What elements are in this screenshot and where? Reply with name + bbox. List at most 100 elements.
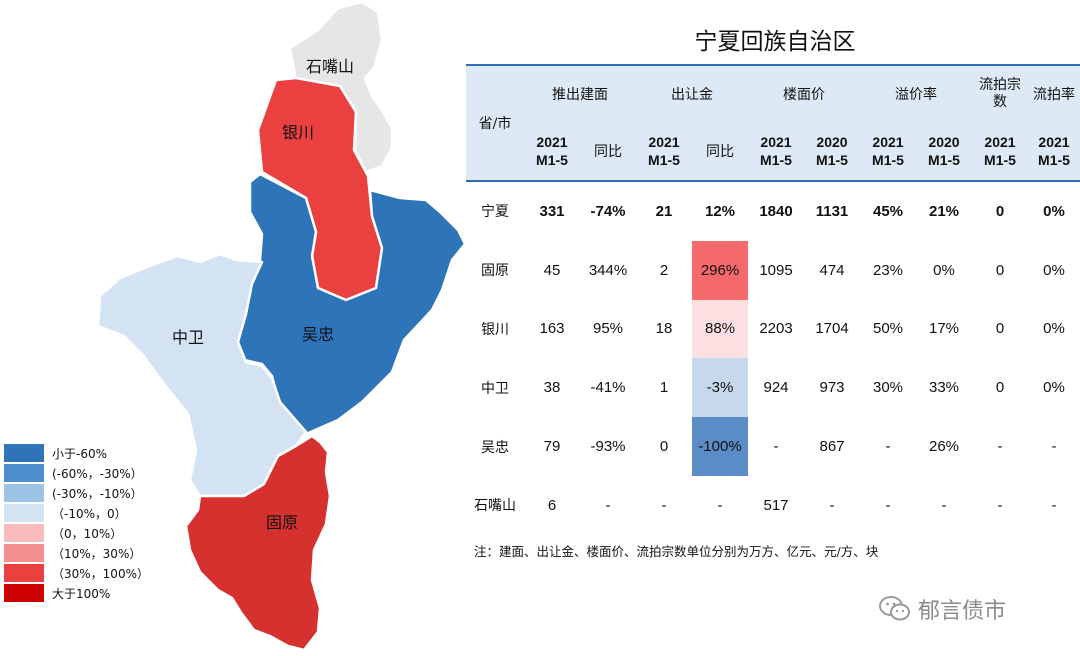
table-cell: 0% bbox=[1043, 379, 1065, 397]
legend-item: （10%，30%） bbox=[4, 543, 149, 563]
legend-swatch bbox=[4, 564, 44, 582]
table-row: 吴忠 79 -93% 0 -100% - 867 - 26% - - bbox=[466, 417, 1080, 476]
table-cell: -93% bbox=[590, 438, 626, 456]
table-cell: 21 bbox=[655, 202, 673, 220]
map-legend: 小于-60% (-60%，-30%） (-30%，-10%） （-10%，0） … bbox=[4, 443, 149, 603]
table-row: 宁夏 331 -74% 21 12% 1840 1131 45% 21% 0 0% bbox=[466, 181, 1080, 241]
table-cell: -74% bbox=[590, 202, 626, 220]
table-cell: 924 bbox=[763, 379, 789, 397]
legend-label: （-10%，0） bbox=[52, 506, 127, 521]
legend-swatch bbox=[4, 544, 44, 562]
legend-label: （0，10%） bbox=[52, 526, 123, 541]
legend-item: （30%，100%） bbox=[4, 563, 149, 583]
legend-item: (-30%，-10%） bbox=[4, 483, 149, 503]
sub-header: 2021 M1-5 bbox=[972, 122, 1028, 181]
watermark: 郁言债市 bbox=[878, 593, 1006, 625]
table-cell: 1131 bbox=[815, 202, 849, 220]
sub-header: 2020 M1-5 bbox=[804, 122, 860, 181]
data-table: 省/市 推出建面 出让金 楼面价 溢价率 流拍宗数 流拍率 2021 M1-5 同… bbox=[466, 64, 1080, 535]
table-cell: 1095 bbox=[759, 261, 793, 279]
legend-label: （30%，100%） bbox=[52, 566, 149, 581]
table-title: 宁夏回族自治区 bbox=[694, 29, 856, 55]
map-label-guyuan: 固原 bbox=[266, 513, 298, 532]
table-cell: 21% bbox=[928, 202, 960, 220]
group-header: 出让金 bbox=[636, 65, 748, 122]
table-cell: 2203 bbox=[759, 320, 793, 338]
table-cell: 163 bbox=[539, 320, 565, 338]
row-region-name: 宁夏 bbox=[481, 204, 509, 221]
legend-label: (-60%，-30%） bbox=[52, 466, 143, 481]
table-row: 石嘴山 6 - - - 517 - - - - - bbox=[466, 476, 1080, 535]
table-cell: 517 bbox=[763, 496, 789, 514]
table-cell: 38 bbox=[543, 379, 561, 397]
table-cell: 0% bbox=[933, 261, 955, 279]
table-cell: 1840 bbox=[759, 202, 793, 220]
legend-swatch bbox=[4, 484, 44, 502]
sub-header: 2021 M1-5 bbox=[524, 122, 580, 181]
table-cell: 45 bbox=[543, 261, 561, 279]
map-label-yinchuan: 银川 bbox=[282, 123, 314, 142]
sub-header: 2021 M1-5 bbox=[860, 122, 916, 181]
table-cell: 0 bbox=[995, 261, 1005, 279]
ningxia-map: 石嘴山 银川 吴忠 中卫 固原 bbox=[96, 0, 467, 652]
table-cell: - bbox=[997, 496, 1003, 514]
legend-item: 小于-60% bbox=[4, 443, 149, 463]
legend-swatch bbox=[4, 524, 44, 542]
table-cell: 867 bbox=[819, 438, 845, 456]
legend-swatch bbox=[4, 584, 44, 602]
table-cell: 17% bbox=[928, 320, 960, 338]
legend-label: （10%，30%） bbox=[52, 546, 142, 561]
table-cell: 0 bbox=[995, 320, 1005, 338]
table-header: 省/市 推出建面 出让金 楼面价 溢价率 流拍宗数 流拍率 2021 M1-5 同… bbox=[466, 65, 1080, 181]
table-cell: 0% bbox=[1043, 202, 1065, 220]
table-cell: 973 bbox=[819, 379, 845, 397]
table-cell: 0 bbox=[995, 202, 1005, 220]
table-cell: 12% bbox=[704, 202, 736, 220]
table-cell: 45% bbox=[872, 202, 904, 220]
table-cell: -100% bbox=[692, 417, 748, 476]
map-region-guyuan bbox=[184, 434, 332, 652]
table-cell: - bbox=[605, 496, 611, 514]
row-region-name: 银川 bbox=[481, 321, 509, 338]
header-group-row: 省/市 推出建面 出让金 楼面价 溢价率 流拍宗数 流拍率 bbox=[466, 65, 1080, 181]
wechat-icon bbox=[879, 596, 910, 621]
map-region-zhongwei bbox=[96, 252, 308, 498]
table-cell: 79 bbox=[543, 438, 561, 456]
table-cell: - bbox=[885, 496, 891, 514]
table-cell: - bbox=[885, 438, 891, 456]
region-column-header: 省/市 bbox=[466, 65, 524, 181]
table-cell: 30% bbox=[872, 379, 904, 397]
table-cell: 18 bbox=[655, 320, 673, 338]
sub-header: 同比 bbox=[692, 122, 748, 181]
table-cell: - bbox=[717, 496, 723, 514]
legend-item: （-10%，0） bbox=[4, 503, 149, 523]
table-cell: 0 bbox=[659, 438, 669, 456]
table-cell: 26% bbox=[928, 438, 960, 456]
table-cell: - bbox=[661, 496, 667, 514]
map-label-wuzhong: 吴忠 bbox=[302, 325, 334, 344]
table-cell: 331 bbox=[539, 202, 565, 220]
table-cell: 1704 bbox=[815, 320, 849, 338]
table-cell: 33% bbox=[928, 379, 960, 397]
group-header: 推出建面 bbox=[524, 65, 636, 122]
table-cell: - bbox=[997, 438, 1003, 456]
table-cell: 1 bbox=[659, 379, 669, 397]
table-cell: 2 bbox=[659, 261, 669, 279]
table-cell: 23% bbox=[872, 261, 904, 279]
legend-swatch bbox=[4, 464, 44, 482]
table-row: 中卫 38 -41% 1 -3% 924 973 30% 33% 0 0% bbox=[466, 358, 1080, 418]
table-footnote: 注：建面、出让金、楼面价、流拍宗数单位分别为万方、亿元、元/方、块 bbox=[474, 544, 879, 559]
table-cell: - bbox=[1051, 496, 1057, 514]
sub-header: 2021 M1-5 bbox=[1028, 122, 1080, 181]
table-cell: 344% bbox=[588, 261, 628, 279]
watermark-text: 郁言债市 bbox=[918, 599, 1007, 624]
row-region-name: 石嘴山 bbox=[474, 498, 516, 515]
sub-header: 同比 bbox=[580, 122, 636, 181]
table-row: 银川 163 95% 18 88% 2203 1704 50% 17% 0 0% bbox=[466, 299, 1080, 359]
legend-item: (-60%，-30%） bbox=[4, 463, 149, 483]
legend-item: 大于100% bbox=[4, 583, 149, 603]
table-cell: 50% bbox=[872, 320, 904, 338]
table-body: 宁夏 331 -74% 21 12% 1840 1131 45% 21% 0 0% 固原 45 344% 2… bbox=[466, 181, 1080, 535]
sub-header: 2020 M1-5 bbox=[916, 122, 972, 181]
table-cell: 0% bbox=[1043, 261, 1065, 279]
